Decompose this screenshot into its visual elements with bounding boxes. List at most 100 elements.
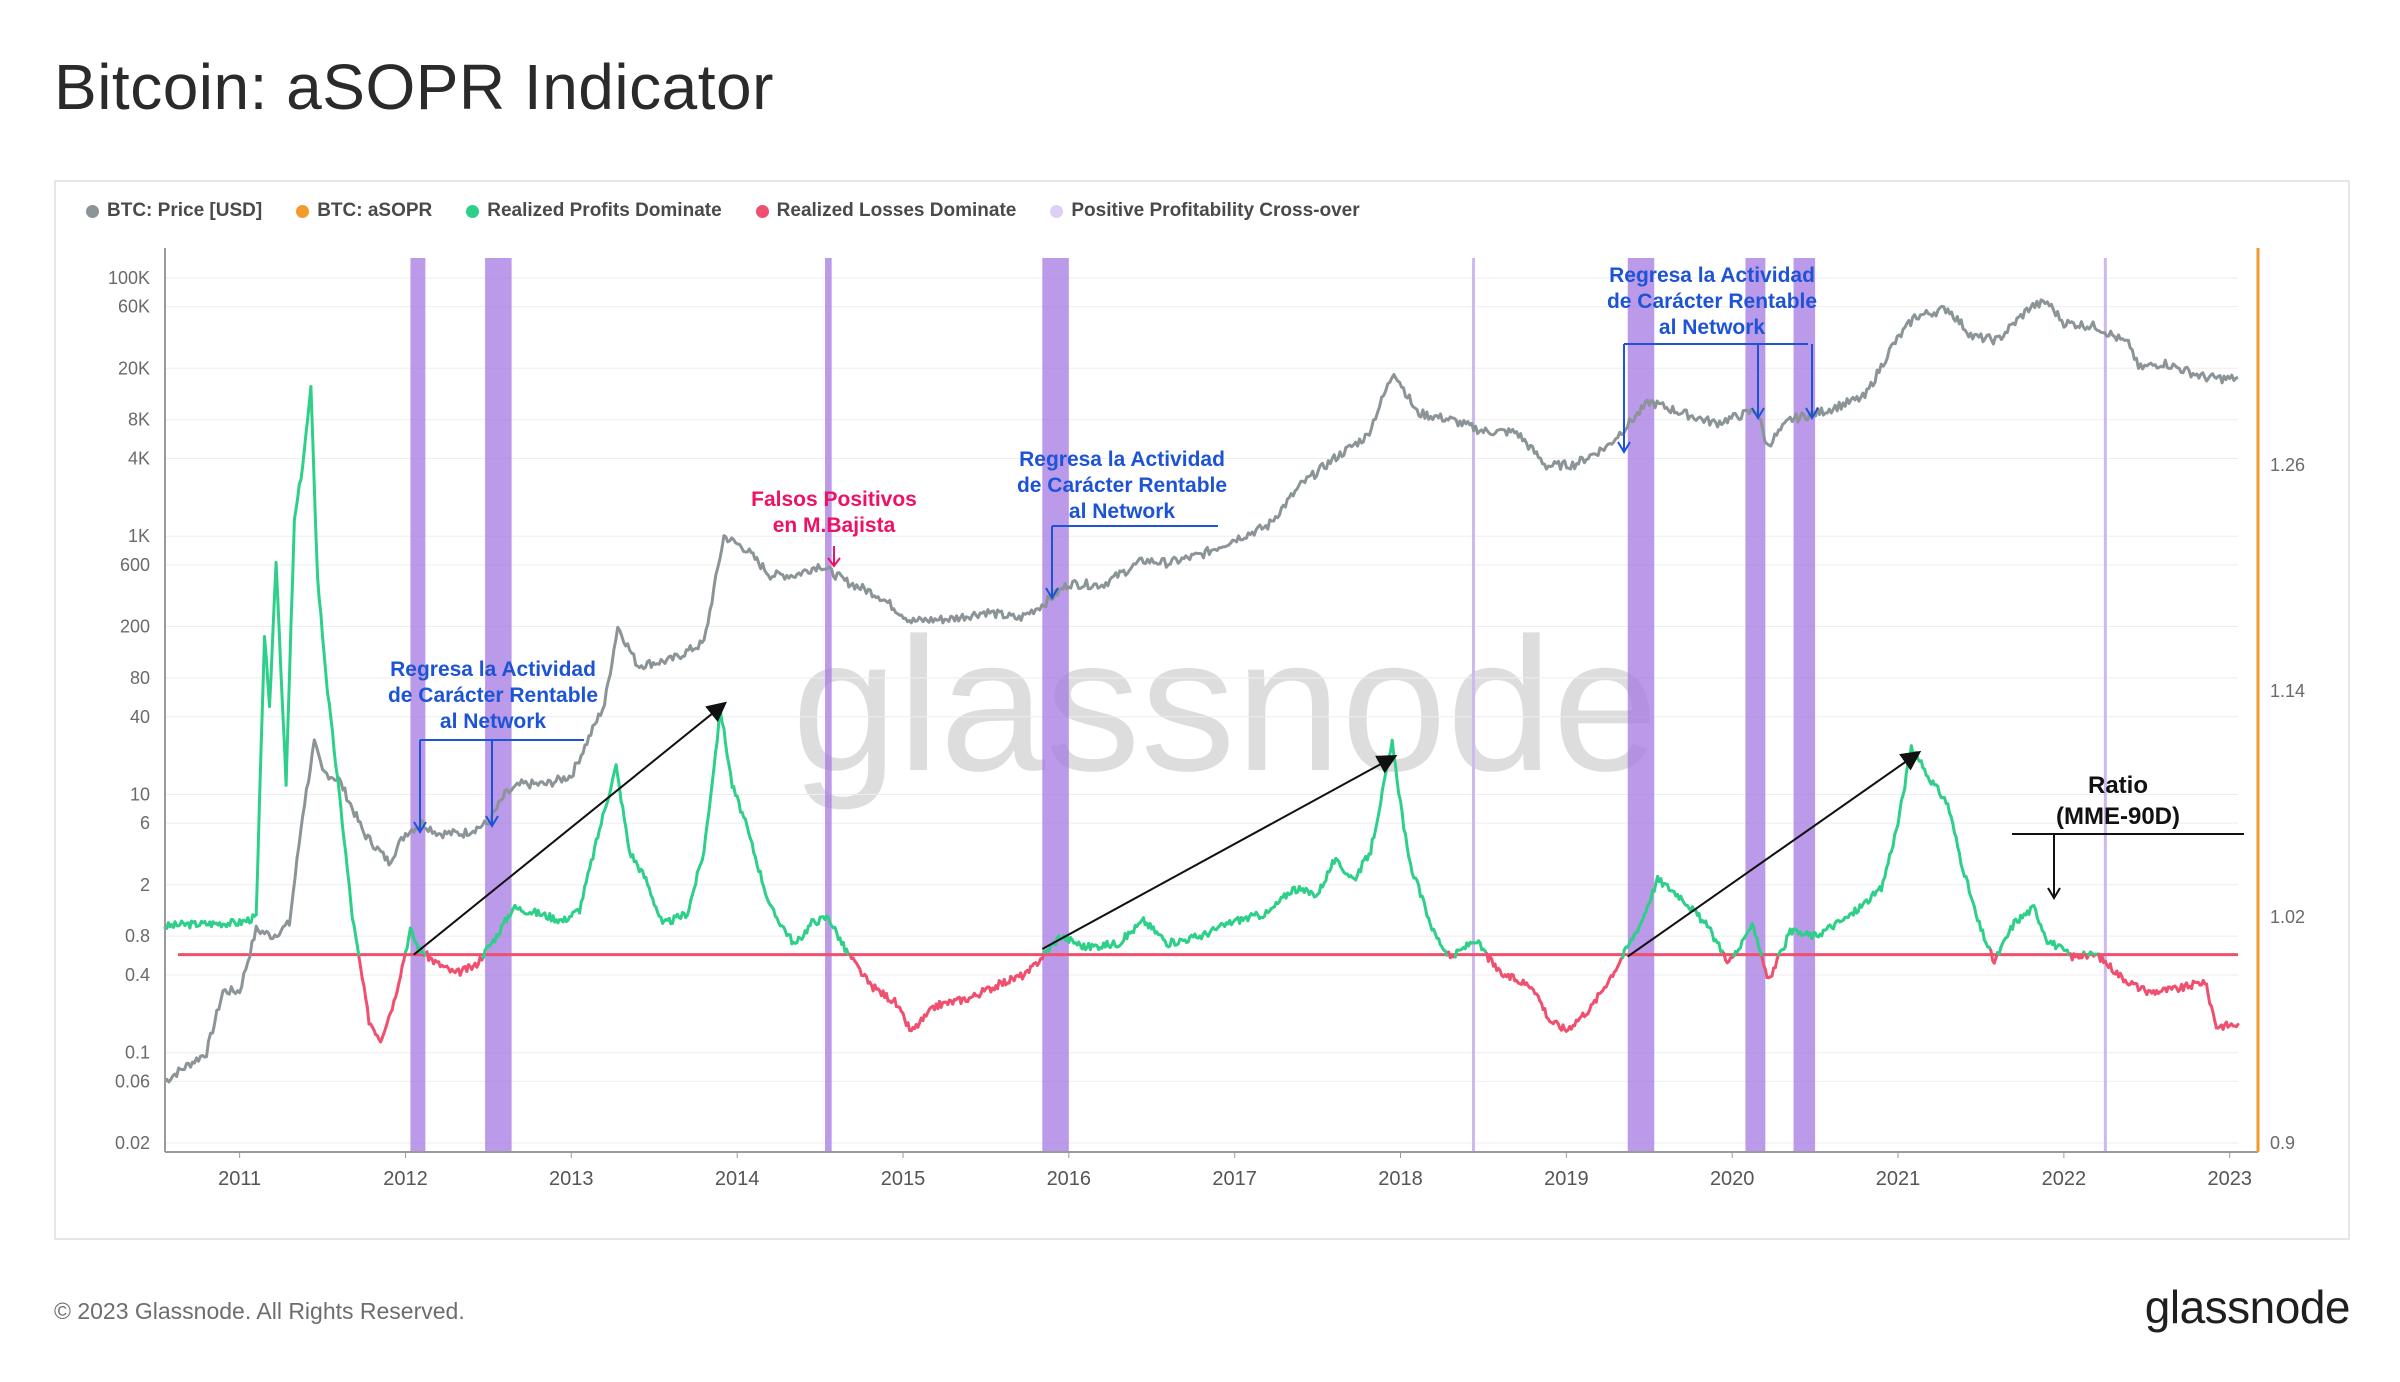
asopr-series-segment	[357, 955, 363, 970]
asopr-series-segment	[1395, 780, 1401, 796]
asopr-series-segment	[599, 812, 605, 826]
asopr-series-segment	[626, 840, 631, 853]
asopr-series-segment	[1903, 771, 1908, 791]
x-tick-label: 2014	[715, 1168, 760, 1190]
series-lines	[163, 298, 2240, 1084]
legend-item-profits[interactable]: Realized Profits Dominate	[466, 200, 722, 222]
x-tick-label: 2016	[1047, 1168, 1092, 1190]
y-left-tick-label: 4K	[128, 449, 150, 469]
annotation-blue-2-line-2: de Carácter Rentable	[1017, 474, 1227, 497]
annotation-blue-2-arrowhead-icon	[1045, 587, 1059, 600]
asopr-series-segment	[729, 771, 734, 789]
glassnode-logo[interactable]: glassnode	[2144, 1281, 2351, 1333]
asopr-series-segment	[274, 561, 280, 601]
asopr-series-segment	[1400, 811, 1406, 831]
y-left-tick-label: 100K	[108, 268, 150, 288]
y-left-tick-label: 0.8	[125, 926, 150, 946]
asopr-series-segment	[304, 418, 310, 435]
annotation-ratio-line-2: (MME-90D)	[2056, 803, 2180, 830]
legend-label: BTC: Price [USD]	[107, 200, 263, 221]
asopr-series-segment	[591, 846, 596, 861]
legend: BTC: Price [USD] BTC: aSOPR Realized Pro…	[86, 200, 1360, 222]
annotation-blue-1-arrowhead-icon	[485, 815, 499, 828]
y-left-tick-label: 8K	[128, 410, 150, 430]
asopr-series-segment	[336, 775, 341, 792]
asopr-series-segment	[704, 821, 709, 838]
annotation-blue-1-line-1: Regresa la Actividad	[390, 658, 596, 681]
asopr-series-segment	[1891, 833, 1897, 848]
x-tick-label: 2015	[881, 1168, 926, 1190]
asopr-series-segment	[258, 742, 263, 803]
asopr-series-segment	[1404, 832, 1409, 849]
asopr-series-segment	[301, 448, 306, 469]
asopr-series-segment	[259, 692, 265, 746]
y-left-tick-label: 0.1	[125, 1043, 150, 1063]
annotation-blue-1-line-3: al Network	[440, 710, 547, 733]
footer-copyright: © 2023 Glassnode. All Rights Reserved.	[54, 1298, 465, 1324]
asopr-series-segment	[758, 869, 764, 884]
legend-item-losses[interactable]: Realized Losses Dominate	[755, 200, 1016, 222]
asopr-series-segment	[294, 496, 300, 511]
asopr-series-segment	[1409, 861, 1414, 875]
asopr-series-segment	[1783, 934, 1789, 949]
asopr-series-segment	[345, 868, 351, 886]
asopr-series-segment	[311, 432, 316, 488]
x-tick-label: 2022	[2042, 1168, 2087, 1190]
legend-dot-icon	[755, 204, 769, 218]
asopr-series-segment	[1394, 763, 1399, 784]
asopr-series-segment	[405, 935, 411, 950]
asopr-series-segment	[331, 730, 336, 753]
asopr-series-segment	[1377, 802, 1383, 815]
asopr-series-segment	[578, 900, 583, 915]
annotation-red-line-1: Falsos Positivos	[751, 488, 917, 511]
legend-item-price[interactable]: BTC: Price [USD]	[86, 200, 262, 222]
y-left-tick-label: 80	[130, 668, 150, 688]
asopr-series-segment	[624, 826, 630, 844]
asopr-series-segment	[1886, 852, 1892, 866]
asopr-series-segment	[1951, 822, 1956, 835]
asopr-series-segment	[1896, 810, 1902, 826]
asopr-series-segment	[1966, 879, 1971, 894]
asopr-series-segment	[319, 612, 324, 638]
asopr-series-segment	[705, 809, 711, 825]
asopr-series-segment	[329, 715, 334, 734]
legend-dot-icon	[86, 204, 99, 218]
asopr-series-segment	[712, 750, 718, 771]
asopr-series-segment	[289, 574, 295, 626]
y-left-tick-label: 1K	[128, 526, 150, 546]
asopr-series-segment	[279, 674, 285, 712]
trend-arrow	[413, 701, 727, 956]
asopr-series-segment	[399, 964, 404, 979]
asopr-series-segment	[269, 633, 275, 677]
legend-item-crossover[interactable]: Positive Profitability Cross-over	[1050, 200, 1360, 222]
y-right-tick-label: 0.9	[2270, 1133, 2295, 1153]
annotation-ratio-arrowhead-icon	[2047, 887, 2061, 900]
asopr-series-segment	[702, 834, 708, 853]
asopr-series-segment	[281, 708, 286, 746]
asopr-series-segment	[737, 799, 742, 814]
trend-arrow	[1041, 754, 1398, 950]
annotations: Regresa la Actividad de Carácter Rentabl…	[388, 264, 2244, 958]
asopr-series-segment	[344, 851, 349, 872]
annotation-blue-2-line-1: Regresa la Actividad	[1019, 448, 1225, 471]
asopr-series-segment	[354, 934, 359, 948]
asopr-series-segment	[347, 882, 353, 903]
annotation-blue-3-line-2: de Carácter Rentable	[1607, 290, 1817, 313]
annotation-blue-2-line-3: al Network	[1069, 500, 1176, 523]
asopr-series-segment	[584, 871, 590, 884]
asopr-series-segment	[2234, 1022, 2240, 1029]
asopr-series-segment	[291, 517, 296, 578]
legend-dot-icon	[1050, 204, 1064, 218]
legend-item-asopr[interactable]: BTC: aSOPR	[296, 200, 432, 222]
crossover-band	[1042, 258, 1069, 1152]
x-tick-label: 2018	[1378, 1168, 1423, 1190]
asopr-series-segment	[312, 484, 318, 536]
axes: 100K 60K 20K 8K 4K 1K 600 200 80 40 10 6 2 0.8 0.4 0.1 0…	[108, 248, 2305, 1190]
asopr-series-segment	[616, 774, 621, 789]
price-series-line	[163, 298, 2239, 1084]
asopr-series-segment	[263, 635, 268, 658]
asopr-series-segment	[309, 385, 315, 436]
y-left-tick-label: 6	[140, 813, 150, 833]
asopr-series-segment	[321, 634, 326, 657]
asopr-series-segment	[256, 799, 261, 862]
